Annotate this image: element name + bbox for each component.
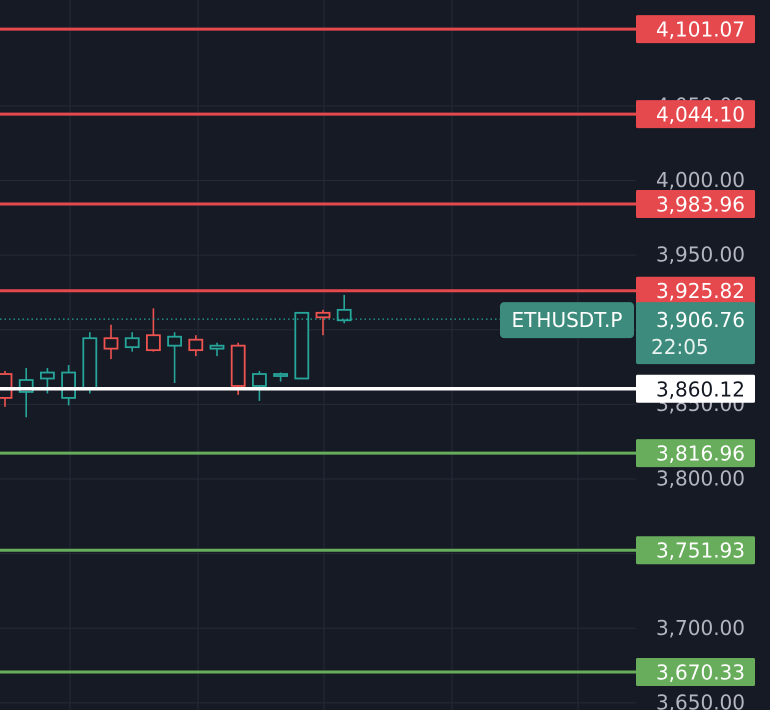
symbol-tag[interactable] <box>500 302 634 339</box>
price-tick-label: 3,700.00 <box>656 616 745 640</box>
candle-body[interactable] <box>188 338 204 352</box>
level-price-tag[interactable] <box>636 536 755 565</box>
level-price-label: 3,670.33 <box>656 661 745 685</box>
candle-body[interactable] <box>145 334 161 352</box>
candle-body[interactable] <box>61 371 76 399</box>
candle-body[interactable] <box>124 337 140 349</box>
candle-body[interactable] <box>209 344 225 350</box>
level-price-tag[interactable] <box>636 15 755 44</box>
candle-body[interactable] <box>103 337 119 350</box>
current-price-tag[interactable] <box>636 302 755 365</box>
level-price-label: 3,983.96 <box>656 192 745 216</box>
level-price-label: 4,101.07 <box>656 18 745 42</box>
price-tick-label: 4,000.00 <box>656 168 745 192</box>
candle-body[interactable] <box>82 337 98 390</box>
candle-body[interactable] <box>230 344 246 387</box>
candle-body[interactable] <box>167 335 183 347</box>
level-price-tag[interactable] <box>636 439 755 468</box>
price-tick-label: 3,650.00 <box>656 690 745 710</box>
candle-body[interactable] <box>0 373 13 399</box>
candle-body[interactable] <box>336 308 352 322</box>
candle-body[interactable] <box>40 371 55 380</box>
level-price-label: 3,860.12 <box>656 377 745 401</box>
level-price-tag[interactable] <box>636 100 755 129</box>
level-price-tag[interactable] <box>636 189 755 218</box>
candle-body[interactable] <box>315 311 331 319</box>
price-tick-label: 3,950.00 <box>656 243 745 267</box>
candle-body[interactable] <box>294 311 310 380</box>
level-price-label: 4,044.10 <box>656 103 745 127</box>
level-price-tag[interactable] <box>636 276 755 305</box>
symbol-label: ETHUSDT.P <box>512 308 623 332</box>
level-price-label: 3,751.93 <box>656 539 745 563</box>
level-price-label: 3,816.96 <box>656 442 745 466</box>
candle-body[interactable] <box>273 373 289 377</box>
level-price-tag[interactable] <box>636 658 755 687</box>
candle-body[interactable] <box>251 373 267 387</box>
current-price-label: 3,906.76 <box>656 308 745 332</box>
level-price-tag[interactable] <box>636 374 755 403</box>
level-price-label: 3,925.82 <box>656 279 745 303</box>
countdown-label: 22:05 <box>651 335 709 359</box>
candle-body[interactable] <box>18 379 34 393</box>
price-tick-label: 3,800.00 <box>656 467 745 491</box>
